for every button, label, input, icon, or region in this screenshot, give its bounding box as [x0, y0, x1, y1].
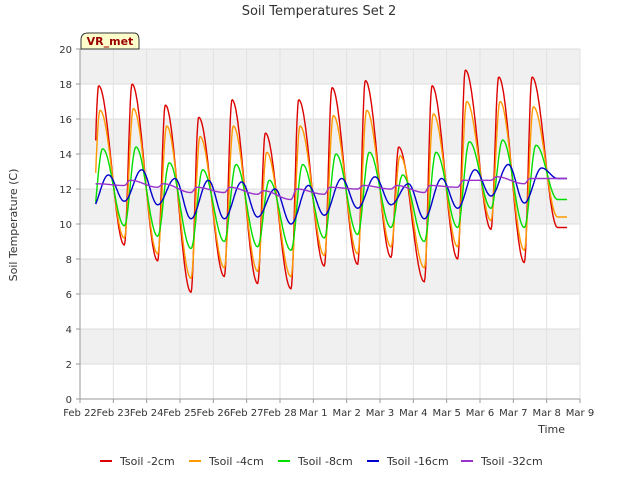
legend-label: Tsoil -4cm: [208, 455, 264, 468]
series-line-4: [95, 163, 567, 225]
x-tick-label: Mar 1: [299, 408, 327, 419]
x-tick-label: Feb 23: [97, 408, 131, 419]
x-tick-label: Mar 9: [566, 408, 594, 419]
x-tick-label: Feb 28: [263, 408, 297, 419]
y-tick-label: 0: [66, 395, 72, 406]
x-tick-label: Mar 7: [499, 408, 527, 419]
grid-band: [80, 259, 580, 294]
y-tick-label: 12: [59, 185, 72, 196]
legend-label: Tsoil -16cm: [386, 455, 449, 468]
x-axis-label: Time: [537, 423, 565, 436]
legend-label: Tsoil -2cm: [119, 455, 175, 468]
y-tick-label: 8: [66, 255, 72, 266]
grid-band: [80, 49, 580, 84]
x-tick-label: Mar 2: [332, 408, 360, 419]
badge-box: [80, 32, 140, 50]
grid-band: [80, 329, 580, 364]
y-tick-label: 20: [59, 45, 72, 56]
badge-label: VR_met: [87, 35, 134, 48]
series-line-2: [95, 100, 567, 279]
x-tick-label: Mar 6: [466, 408, 494, 419]
y-tick-label: 18: [59, 80, 72, 91]
y-tick-label: 10: [59, 220, 72, 231]
chart-title: Soil Temperatures Set 2: [242, 4, 397, 19]
x-tick-label: Feb 22: [63, 408, 97, 419]
y-tick-label: 2: [66, 360, 72, 371]
series-line-5: [95, 176, 567, 201]
legend: Tsoil -2cm Tsoil -4cm Tsoil -8cm Tsoil -16c…: [100, 455, 543, 468]
x-tick-label: Feb 26: [197, 408, 231, 419]
x-tick-label: Feb 24: [130, 408, 164, 419]
series-line-3: [95, 139, 567, 252]
y-tick-label: 14: [59, 150, 72, 161]
y-tick-label: 6: [66, 290, 72, 301]
x-tick-label: Mar 3: [366, 408, 394, 419]
x-tick-label: Mar 4: [399, 408, 427, 419]
y-tick-label: 4: [66, 325, 72, 336]
legend-label: Tsoil -8cm: [297, 455, 353, 468]
x-tick-label: Mar 5: [432, 408, 460, 419]
x-tick-label: Mar 8: [532, 408, 560, 419]
y-axis-label: Soil Temperature (C): [7, 169, 20, 282]
y-tick-label: 16: [59, 115, 72, 126]
x-tick-label: Feb 25: [163, 408, 197, 419]
legend-label: Tsoil -32cm: [480, 455, 543, 468]
x-tick-label: Feb 27: [230, 408, 264, 419]
